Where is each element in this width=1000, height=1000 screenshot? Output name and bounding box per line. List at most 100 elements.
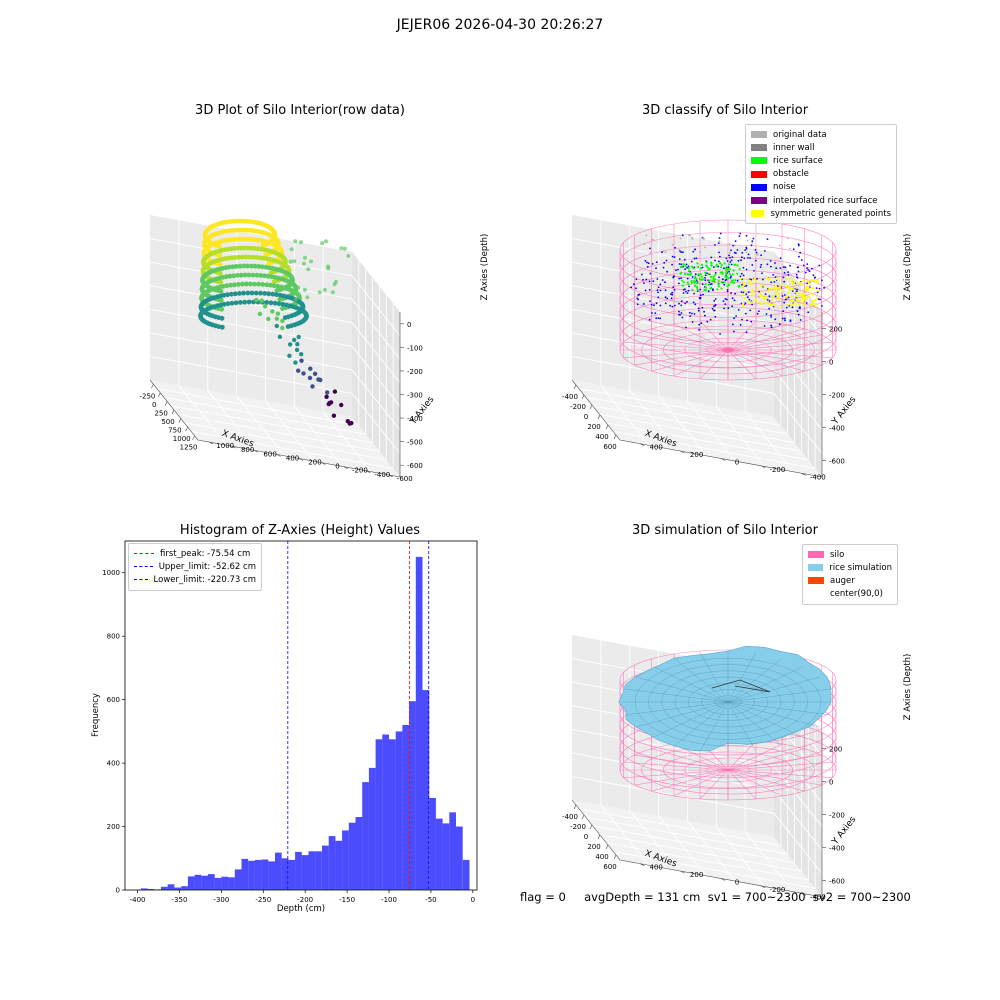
noise-point	[783, 272, 786, 274]
rice-surface-point	[707, 283, 710, 286]
x-tick	[573, 384, 577, 390]
noise-point	[688, 311, 691, 314]
noise-point	[797, 313, 800, 316]
status-footer: flag = 0 avgDepth = 131 cm sv1 = 700~230…	[520, 890, 911, 904]
noise-point	[768, 307, 770, 310]
data-point	[320, 241, 325, 246]
silo-spoke	[699, 349, 729, 380]
y-tick	[298, 458, 304, 461]
noise-point	[770, 326, 773, 329]
silo-spoke	[727, 349, 805, 372]
noise-point	[680, 277, 682, 280]
noise-point	[694, 273, 697, 276]
noise-point	[678, 263, 681, 265]
symmetric-point	[785, 296, 788, 299]
data-point	[246, 272, 252, 278]
silo-spoke	[623, 769, 729, 779]
z-tick-label: -200	[407, 368, 423, 376]
noise-point	[679, 314, 681, 316]
histogram-bar	[214, 877, 222, 890]
legend-label: obstacle	[773, 169, 809, 180]
symmetric-point	[764, 301, 767, 305]
original-point	[645, 234, 648, 237]
legend-label: silo	[830, 549, 845, 560]
noise-point	[782, 310, 785, 312]
x-tick	[171, 409, 175, 415]
rice-surface-point	[720, 264, 723, 267]
y-tick	[343, 466, 349, 469]
data-point	[327, 400, 332, 406]
data-point	[270, 309, 275, 314]
noise-point	[644, 289, 647, 292]
data-point	[218, 302, 224, 308]
legend-label: noise	[773, 182, 796, 193]
symmetric-point	[799, 281, 802, 285]
noise-point	[673, 256, 676, 258]
histogram-bar	[147, 889, 155, 890]
data-point	[254, 255, 260, 260]
noise-point	[736, 279, 739, 282]
symmetric-point	[771, 298, 774, 301]
noise-point	[760, 254, 762, 257]
noise-point	[701, 266, 704, 269]
raw-data-3d-plot: -250025050075010001250-600-400-200020040…	[139, 215, 490, 483]
noise-point	[814, 276, 816, 279]
mesh-spoke	[727, 676, 820, 703]
data-point	[280, 318, 285, 324]
rice-surface-point	[686, 273, 689, 276]
noise-point	[649, 247, 651, 250]
histogram-bar	[315, 851, 322, 890]
noise-point	[725, 278, 728, 281]
symmetric-point	[814, 304, 817, 307]
data-point	[293, 360, 298, 365]
rice-surface-point	[719, 262, 722, 265]
noise-point	[778, 323, 781, 326]
noise-point	[713, 309, 715, 312]
noise-point	[785, 306, 788, 309]
symmetric-point	[754, 280, 757, 283]
silo-spoke	[651, 349, 729, 372]
noise-point	[804, 271, 807, 274]
noise-point	[673, 275, 676, 278]
data-point	[233, 300, 239, 306]
p1-axes-box	[149, 215, 401, 478]
histogram-bar	[395, 731, 403, 890]
data-point	[296, 334, 301, 340]
data-point	[288, 259, 293, 264]
rice-surface-point	[689, 272, 693, 275]
symmetric-point	[807, 281, 810, 284]
noise-point	[735, 315, 737, 317]
back-right-pane	[774, 252, 822, 477]
noise-point	[688, 285, 690, 288]
gridline	[715, 826, 765, 887]
noise-point	[712, 266, 715, 268]
data-point	[293, 239, 298, 244]
noise-point	[783, 294, 786, 296]
legend-swatch	[751, 183, 767, 191]
rice-surface-point	[693, 284, 697, 287]
data-point	[227, 273, 233, 279]
noise-point	[796, 276, 798, 279]
axis-line	[571, 379, 823, 478]
x-tick-label: 250	[154, 409, 167, 417]
rice-surface-point	[709, 287, 712, 290]
noise-point	[806, 282, 809, 285]
mesh-spoke	[700, 653, 729, 703]
symmetric-point	[801, 296, 804, 299]
silo-spoke	[727, 349, 833, 359]
data-point	[339, 402, 344, 408]
symmetric-point	[791, 281, 794, 284]
symmetric-point	[800, 292, 803, 295]
gridline	[163, 396, 366, 435]
legend-entry: silo	[808, 548, 892, 561]
symmetric-point	[779, 286, 782, 289]
legend-swatch	[751, 131, 767, 139]
floor-pane	[572, 800, 822, 897]
z-tick-label: -500	[407, 439, 423, 447]
back-left-pane	[572, 215, 774, 417]
y-tick	[680, 450, 685, 454]
noise-point	[731, 297, 734, 300]
noise-point	[642, 303, 645, 305]
noise-point	[739, 232, 742, 235]
histogram-bar	[308, 851, 316, 890]
